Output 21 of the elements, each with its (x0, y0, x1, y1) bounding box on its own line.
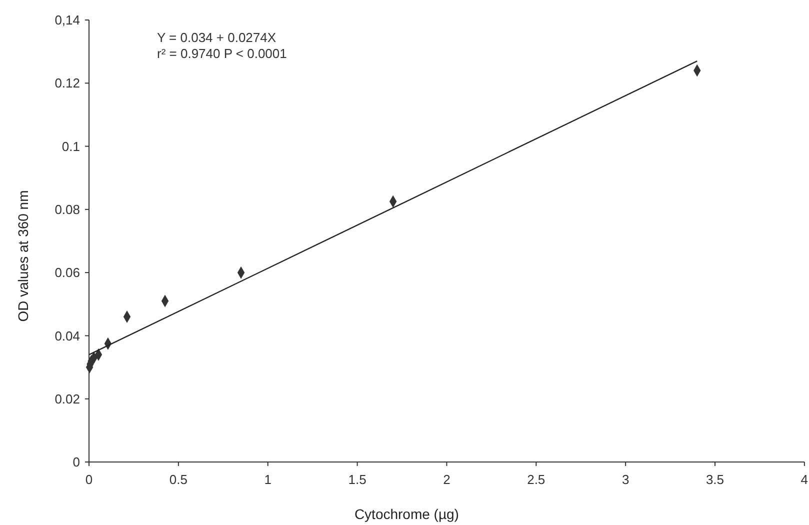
x-tick-label: 2.5 (527, 472, 546, 487)
y-axis-title: OD values at 360 nm (15, 190, 31, 322)
y-tick-label: 0.02 (54, 391, 80, 406)
y-tick-label: 0,14 (54, 12, 80, 28)
y-tick-label: 0 (72, 454, 80, 470)
y-tick-label: 0.06 (54, 265, 80, 280)
x-tick-label: 0 (85, 472, 93, 487)
x-tick-label: 4 (800, 472, 808, 487)
x-tick-label: 2 (443, 472, 450, 487)
x-tick-label: 0.5 (169, 472, 188, 487)
y-tick-label: 0.08 (54, 202, 80, 217)
y-tick-label: 0.1 (62, 138, 80, 154)
x-tick-label: 3 (622, 472, 630, 487)
x-axis-title: Cytochrome (µg) (354, 506, 459, 522)
y-tick-label: 0.12 (54, 76, 80, 91)
annotation: r² = 0.9740 P < 0.0001 (157, 46, 287, 61)
annotation: Y = 0.034 + 0.0274X (157, 30, 276, 45)
x-tick-label: 3.5 (706, 472, 724, 487)
x-tick-label: 1 (264, 472, 272, 487)
y-tick-label: 0.04 (54, 328, 80, 344)
x-tick-label: 1.5 (348, 472, 366, 487)
